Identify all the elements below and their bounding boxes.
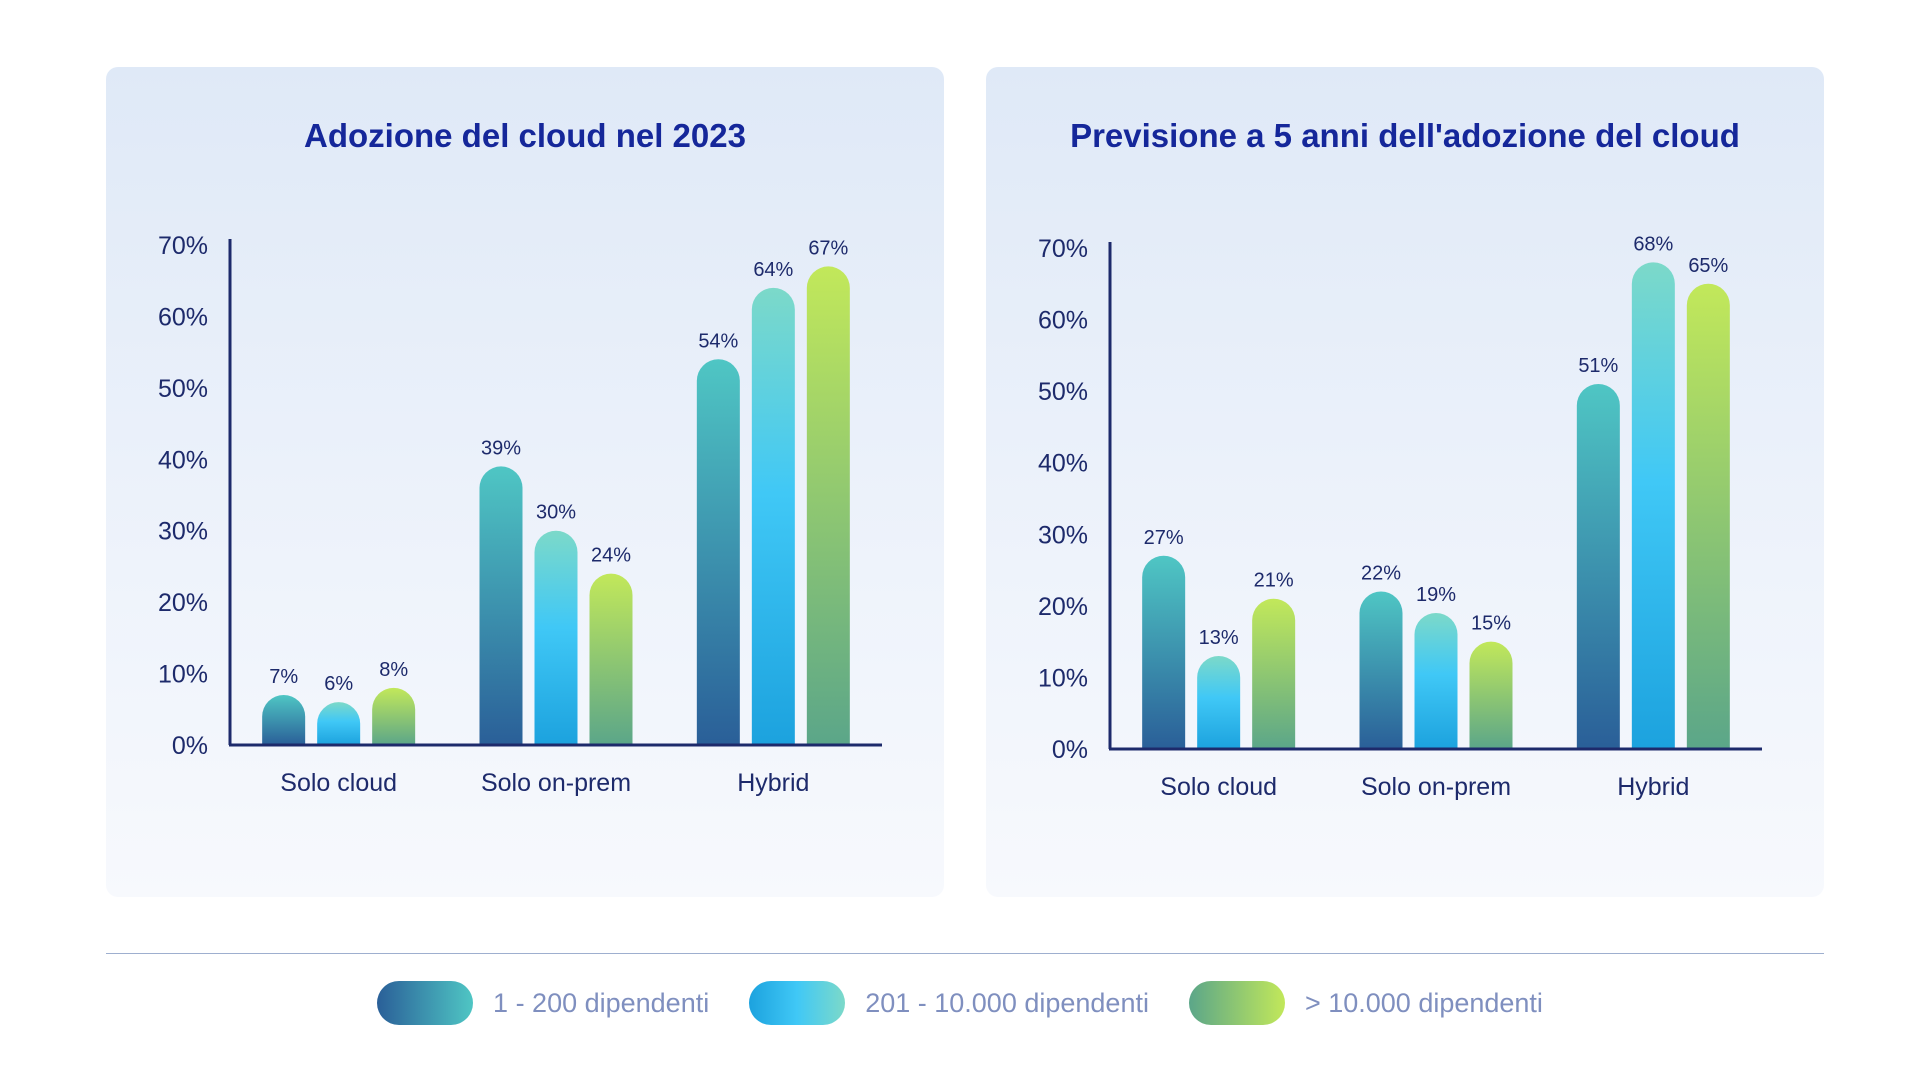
bar [751, 287, 795, 745]
y-tick-label: 60% [1038, 307, 1088, 335]
category-label: Solo cloud [280, 769, 397, 797]
data-label: 7% [269, 666, 298, 688]
bar [1197, 655, 1241, 749]
y-tick-label: 0% [1052, 736, 1088, 764]
chart-panel-forecast: Previsione a 5 anni dell'adozione del cl… [986, 67, 1824, 897]
data-label: 19% [1416, 584, 1456, 606]
data-label: 54% [698, 330, 738, 352]
y-tick-label: 60% [158, 303, 208, 331]
bar [534, 530, 578, 745]
y-tick-label: 40% [1038, 450, 1088, 478]
data-label: 6% [324, 673, 353, 695]
y-tick-label: 50% [158, 375, 208, 403]
data-label: 51% [1578, 355, 1618, 377]
bar [1631, 262, 1675, 749]
bar [1142, 555, 1186, 749]
bar [1576, 383, 1620, 749]
y-tick-label: 20% [1038, 593, 1088, 621]
legend-swatch [1188, 981, 1285, 1025]
chart-title: Adozione del cloud nel 2023 [304, 117, 746, 154]
bar [1469, 641, 1513, 749]
data-label: 39% [481, 437, 521, 459]
legend-label: 1 - 200 dipendenti [493, 987, 710, 1018]
bar [1414, 613, 1458, 749]
category-label: Hybrid [1617, 773, 1689, 801]
y-tick-label: 30% [158, 518, 208, 546]
category-label: Hybrid [737, 769, 809, 797]
bar [317, 702, 361, 745]
bar [1686, 283, 1730, 749]
data-label: 30% [536, 502, 576, 524]
y-tick-label: 30% [1038, 521, 1088, 549]
bar-chart-2023: 0% 10% 20% 30% 40% 50% 60% 70% 7% 6% 8% Solo cloud 3… [158, 232, 882, 797]
data-label: 68% [1633, 233, 1673, 255]
legend-label: > 10.000 dipendenti [1304, 987, 1543, 1018]
y-tick-label: 50% [1038, 378, 1088, 406]
bar [589, 573, 633, 745]
y-tick-label: 70% [158, 232, 208, 260]
legend-item-medium: 201 - 10.000 dipendenti [749, 981, 1149, 1025]
data-label: 8% [379, 659, 408, 681]
category-label: Solo on-prem [1361, 773, 1511, 801]
data-label: 27% [1144, 527, 1184, 549]
legend-swatch [749, 981, 846, 1025]
legend-swatch [377, 981, 474, 1025]
y-tick-label: 20% [158, 589, 208, 617]
bar [262, 695, 306, 745]
chart-title: Previsione a 5 anni dell'adozione del cl… [1070, 117, 1740, 154]
data-label: 15% [1471, 613, 1511, 635]
y-tick-label: 10% [158, 661, 208, 689]
bar [696, 359, 740, 745]
bar-chart-forecast: 0% 10% 20% 30% 40% 50% 60% 70% 27% 13% 21% Solo clo… [1038, 233, 1762, 801]
legend: 1 - 200 dipendenti 201 - 10.000 dipenden… [0, 981, 1920, 1025]
category-label: Solo on-prem [481, 769, 631, 797]
bar [479, 466, 523, 745]
data-label: 22% [1361, 563, 1401, 585]
data-label: 65% [1688, 255, 1728, 277]
y-tick-label: 70% [1038, 235, 1088, 263]
y-tick-label: 0% [172, 732, 208, 760]
chart-panel-2023: Adozione del cloud nel 2023 0% 10% 20% 30% 4… [106, 67, 944, 897]
data-label: 64% [753, 259, 793, 281]
category-label: Solo cloud [1160, 773, 1277, 801]
bar [1252, 598, 1296, 749]
y-tick-label: 40% [158, 446, 208, 474]
bar [372, 687, 416, 745]
legend-item-large: > 10.000 dipendenti [1188, 981, 1543, 1025]
data-label: 13% [1199, 627, 1239, 649]
legend-item-small: 1 - 200 dipendenti [377, 981, 709, 1025]
legend-label: 201 - 10.000 dipendenti [865, 987, 1149, 1018]
bar [806, 266, 850, 745]
data-label: 21% [1254, 570, 1294, 592]
data-label: 24% [591, 545, 631, 567]
bar [1359, 591, 1403, 749]
data-label: 67% [808, 237, 848, 259]
legend-divider [106, 953, 1824, 954]
y-tick-label: 10% [1038, 664, 1088, 692]
